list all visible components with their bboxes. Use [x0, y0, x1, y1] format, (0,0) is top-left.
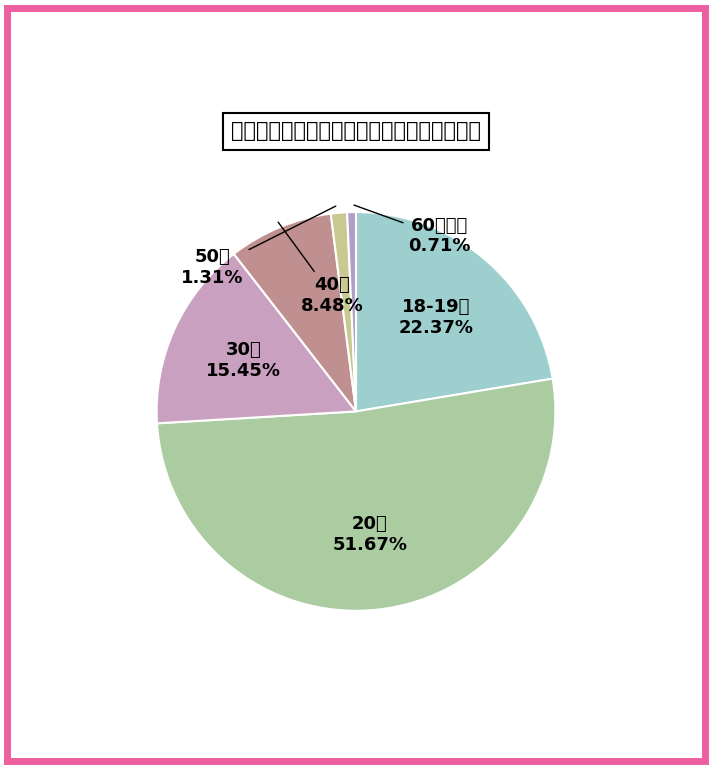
Wedge shape [347, 212, 356, 411]
Wedge shape [157, 254, 356, 424]
Wedge shape [331, 212, 356, 411]
Text: 60代以上
0.71%: 60代以上 0.71% [354, 205, 471, 255]
Wedge shape [234, 214, 356, 411]
Text: 30代
15.45%: 30代 15.45% [206, 341, 281, 380]
Text: 40代
8.48%: 40代 8.48% [278, 222, 363, 315]
Title: 高知県のワクワクメール：女性会員の年齢層: 高知県のワクワクメール：女性会員の年齢層 [231, 122, 481, 141]
Wedge shape [157, 378, 555, 611]
Text: 18-19歳
22.37%: 18-19歳 22.37% [399, 298, 473, 337]
Wedge shape [356, 212, 553, 411]
Text: 20代
51.67%: 20代 51.67% [333, 514, 407, 554]
Text: 50代
1.31%: 50代 1.31% [182, 206, 336, 288]
